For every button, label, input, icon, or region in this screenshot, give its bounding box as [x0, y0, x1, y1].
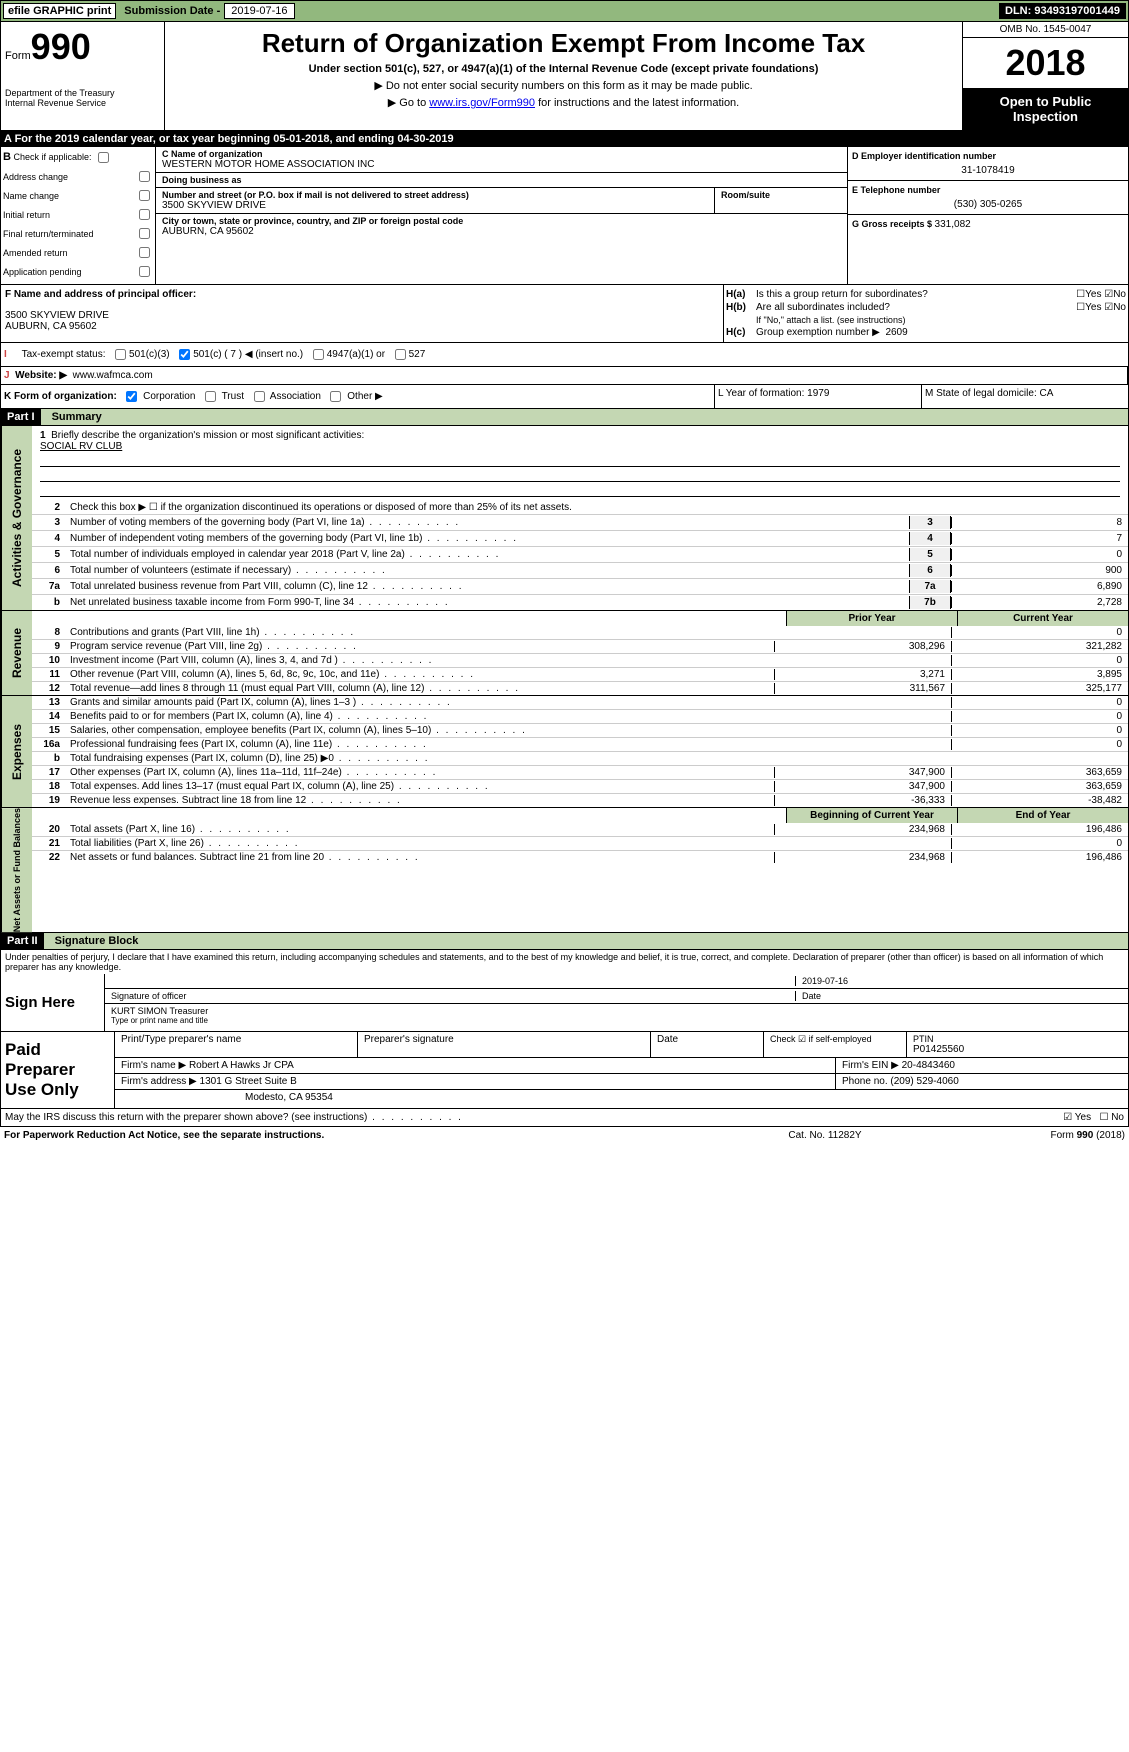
dln: DLN: 93493197001449 — [999, 3, 1126, 19]
paid-preparer: Paid Preparer Use Only Print/Type prepar… — [0, 1032, 1129, 1109]
side-expenses: Expenses — [1, 696, 32, 807]
form-id-box: Form990 Department of the Treasury Inter… — [1, 22, 165, 130]
phone-cell: E Telephone number (530) 305-0265 — [848, 181, 1128, 215]
chk-address-change[interactable] — [139, 171, 150, 182]
chk-4947[interactable] — [313, 349, 324, 360]
row-j: J Website: ▶ www.wafmca.com — [0, 367, 1129, 385]
department: Department of the Treasury Internal Reve… — [5, 88, 160, 108]
section-expenses: Expenses 13Grants and similar amounts pa… — [0, 696, 1129, 808]
col-b: B Check if applicable: Address changeNam… — [1, 147, 156, 284]
chk-name-change[interactable] — [139, 190, 150, 201]
chk-amended-return[interactable] — [139, 247, 150, 258]
col-h: H(a)Is this a group return for subordina… — [724, 285, 1128, 342]
row-a: A For the 2019 calendar year, or tax yea… — [0, 131, 1129, 147]
section-revenue: Revenue Prior YearCurrent Year 8Contribu… — [0, 611, 1129, 696]
city: AUBURN, CA 95602 — [162, 226, 841, 237]
submission-label: Submission Date - — [124, 5, 220, 17]
chk-501c3[interactable] — [115, 349, 126, 360]
signature-section: Under penalties of perjury, I declare th… — [0, 950, 1129, 1032]
form-number: 990 — [31, 26, 91, 67]
note-1: ▶ Do not enter social security numbers o… — [171, 79, 956, 92]
chk-corp[interactable] — [126, 391, 137, 402]
website: www.wafmca.com — [73, 370, 153, 381]
chk-final-return-terminated[interactable] — [139, 228, 150, 239]
row-k: K Form of organization: Corporation Trus… — [0, 385, 1129, 409]
irs-link[interactable]: www.irs.gov/Form990 — [429, 97, 535, 109]
top-bar: efile GRAPHIC print Submission Date - 20… — [0, 0, 1129, 22]
part2-header: Part II Signature Block — [0, 933, 1129, 950]
efile-tag: efile GRAPHIC print — [3, 3, 116, 19]
submission-date: 2019-07-16 — [224, 3, 294, 19]
header-center: Return of Organization Exempt From Incom… — [165, 22, 962, 130]
col-f: F Name and address of principal officer:… — [1, 285, 724, 342]
col-d: D Employer identification number 31-1078… — [847, 147, 1128, 284]
side-netassets: Net Assets or Fund Balances — [1, 808, 32, 932]
gross-receipts: 331,082 — [935, 219, 971, 230]
form-prefix: Form — [5, 50, 31, 62]
form-subtitle: Under section 501(c), 527, or 4947(a)(1)… — [171, 63, 956, 75]
state-domicile: M State of legal domicile: CA — [922, 385, 1128, 408]
org-name-cell: C Name of organization WESTERN MOTOR HOM… — [156, 147, 847, 173]
mission: SOCIAL RV CLUB — [40, 441, 1120, 452]
header: Form990 Department of the Treasury Inter… — [0, 22, 1129, 131]
omb-number: OMB No. 1545-0047 — [963, 22, 1128, 38]
street-row: Number and street (or P.O. box if mail i… — [156, 188, 847, 214]
row-i: I Tax-exempt status: 501(c)(3) 501(c) ( … — [0, 343, 1129, 367]
col-name: C Name of organization WESTERN MOTOR HOM… — [156, 147, 847, 284]
chk-trust[interactable] — [205, 391, 216, 402]
header-right: OMB No. 1545-0047 2018 Open to Public In… — [962, 22, 1128, 130]
ein-cell: D Employer identification number 31-1078… — [848, 147, 1128, 181]
open-to-public: Open to Public Inspection — [963, 88, 1128, 130]
year-formation: L Year of formation: 1979 — [715, 385, 922, 408]
sign-here-label: Sign Here — [1, 974, 105, 1031]
chk-application-pending[interactable] — [139, 266, 150, 277]
org-name: WESTERN MOTOR HOME ASSOCIATION INC — [162, 159, 841, 170]
main-info: B Check if applicable: Address changeNam… — [0, 147, 1129, 285]
chk-initial-return[interactable] — [139, 209, 150, 220]
part1-header: Part I Summary — [0, 409, 1129, 426]
gross-cell: G Gross receipts $ 331,082 — [848, 215, 1128, 234]
phone: (530) 305-0265 — [852, 199, 1124, 210]
side-governance: Activities & Governance — [1, 426, 32, 610]
chk-assoc[interactable] — [254, 391, 265, 402]
tax-year: 2018 — [963, 38, 1128, 88]
chk-527[interactable] — [395, 349, 406, 360]
city-cell: City or town, state or province, country… — [156, 214, 847, 239]
chk-501c[interactable] — [179, 349, 190, 360]
dba-cell: Doing business as — [156, 173, 847, 188]
paid-label: Paid Preparer Use Only — [1, 1032, 115, 1108]
note-2: ▶ Go to www.irs.gov/Form990 for instruct… — [171, 96, 956, 109]
group-exemption: 2609 — [885, 327, 907, 338]
street: 3500 SKYVIEW DRIVE — [162, 200, 708, 211]
ein: 31-1078419 — [852, 165, 1124, 176]
discuss-row: May the IRS discuss this return with the… — [0, 1109, 1129, 1127]
section-netassets: Net Assets or Fund Balances Beginning of… — [0, 808, 1129, 933]
row-fgh: F Name and address of principal officer:… — [0, 285, 1129, 343]
form-title: Return of Organization Exempt From Incom… — [171, 28, 956, 59]
section-governance: Activities & Governance 1 Briefly descri… — [0, 426, 1129, 611]
chk-other[interactable] — [330, 391, 341, 402]
perjury-text: Under penalties of perjury, I declare th… — [1, 950, 1128, 974]
side-revenue: Revenue — [1, 611, 32, 695]
footer: For Paperwork Reduction Act Notice, see … — [0, 1127, 1129, 1144]
check-applicable[interactable] — [98, 152, 109, 163]
